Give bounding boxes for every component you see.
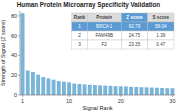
y-axis xyxy=(20,11,21,95)
bar xyxy=(139,87,143,95)
bar xyxy=(83,84,87,95)
bar xyxy=(57,81,61,95)
y-tick-label: 0 xyxy=(14,92,17,98)
y-tick xyxy=(18,75,20,76)
bar xyxy=(114,86,118,95)
table-cell xyxy=(87,22,121,31)
bar xyxy=(170,88,174,95)
x-axis-label: Signal Rank xyxy=(82,105,112,111)
bar xyxy=(108,86,112,95)
table-cell xyxy=(72,22,88,31)
title: Human Protein Microarray Specificity Val… xyxy=(17,1,161,9)
table-header: S score xyxy=(153,15,170,20)
table-cell xyxy=(72,31,88,40)
bar xyxy=(88,85,92,95)
y-tick-label: 40 xyxy=(11,52,17,58)
table-cell xyxy=(72,40,88,49)
bar xyxy=(103,86,107,95)
bar xyxy=(67,82,71,95)
table-text: F2 xyxy=(102,42,108,47)
bar xyxy=(129,87,133,95)
x-axis xyxy=(20,95,175,96)
y-tick xyxy=(18,55,20,56)
bar xyxy=(98,85,102,95)
table-cell xyxy=(87,31,121,40)
bar xyxy=(145,87,149,95)
table-cell xyxy=(72,13,88,22)
bar xyxy=(46,78,50,95)
table-text: 24.75 xyxy=(129,33,141,38)
y-tick-label: 80 xyxy=(11,13,17,19)
table-text: 3 xyxy=(78,42,81,47)
table-header: Protein xyxy=(96,15,112,20)
x-tick-label: 20 xyxy=(118,98,124,104)
y-tick xyxy=(18,95,20,96)
table-text: 2 xyxy=(78,33,81,38)
bar xyxy=(62,82,66,95)
table-cell xyxy=(121,22,147,31)
table: Rank Protein Z score S score 1 BRCA 1 82.79 58.… xyxy=(72,13,174,49)
bar xyxy=(72,84,76,95)
table-text: FAM49B xyxy=(95,33,113,38)
y-tick xyxy=(18,15,20,16)
y-tick xyxy=(18,35,20,36)
bar xyxy=(165,88,169,95)
x-tick-label: 30 xyxy=(169,98,175,104)
bar xyxy=(93,85,97,95)
bar xyxy=(160,88,164,95)
bar xyxy=(36,75,40,95)
bar xyxy=(41,77,45,95)
table-text: 1.39 xyxy=(156,33,165,38)
table-cell xyxy=(148,40,174,49)
table-text: 58.04 xyxy=(155,24,167,29)
bar xyxy=(124,87,128,95)
table-text: 1 xyxy=(78,24,81,29)
table-cell xyxy=(148,22,174,31)
bar xyxy=(26,71,30,95)
bar xyxy=(155,88,159,95)
table-text: 23.35 xyxy=(129,42,141,47)
table-cell xyxy=(121,40,147,49)
y-tick-label: 60 xyxy=(11,33,17,39)
bar xyxy=(31,72,35,95)
bar xyxy=(119,86,123,95)
table-cell xyxy=(121,31,147,40)
x-tick-label: 10 xyxy=(66,98,72,104)
table-text: BRCA 1 xyxy=(96,24,113,29)
table-cell xyxy=(87,40,121,49)
table-header: Z score xyxy=(126,15,143,20)
chart: 0 20 40 60 80 1 10 20 30 Human Protein Microarray… xyxy=(0,0,177,112)
table-cell xyxy=(87,13,121,22)
bar xyxy=(77,84,81,95)
bar xyxy=(52,80,56,95)
table-cell xyxy=(148,31,174,40)
bars xyxy=(21,13,175,95)
table-cell xyxy=(148,13,174,22)
bar xyxy=(150,88,154,95)
table-header: Rank xyxy=(74,15,86,20)
bar xyxy=(21,13,25,95)
y-tick-label: 20 xyxy=(11,72,17,78)
table-cell xyxy=(121,13,147,22)
table-text: 0.47 xyxy=(156,42,165,47)
bar xyxy=(134,87,138,95)
table-text: 82.79 xyxy=(129,24,141,29)
y-axis-label: Strength of Signal (Z score) xyxy=(0,20,6,86)
x-tick-label: 1 xyxy=(21,98,24,104)
